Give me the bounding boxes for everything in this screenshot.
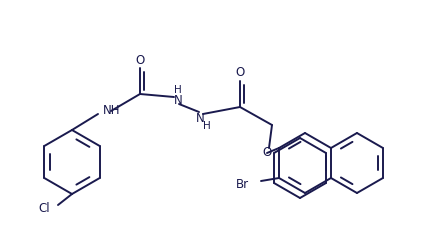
Text: N: N: [196, 111, 204, 124]
Text: Br: Br: [236, 178, 249, 192]
Text: O: O: [136, 53, 145, 67]
Text: H: H: [174, 85, 182, 95]
Text: H: H: [203, 121, 211, 131]
Text: N: N: [174, 93, 182, 107]
Text: O: O: [236, 67, 245, 79]
Text: Cl: Cl: [39, 202, 50, 214]
Text: NH: NH: [103, 105, 120, 117]
Text: O: O: [262, 146, 271, 160]
